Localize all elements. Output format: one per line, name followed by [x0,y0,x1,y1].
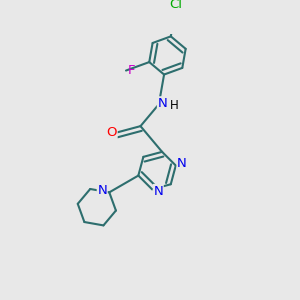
Text: H: H [170,99,179,112]
Text: N: N [97,184,107,197]
Text: N: N [177,157,187,170]
Text: N: N [158,97,167,110]
Text: O: O [106,126,117,139]
Text: Cl: Cl [169,0,182,11]
Text: F: F [128,64,135,77]
Text: N: N [153,184,163,197]
